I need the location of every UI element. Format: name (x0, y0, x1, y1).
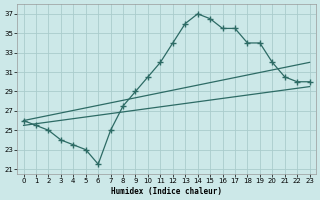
X-axis label: Humidex (Indice chaleur): Humidex (Indice chaleur) (111, 187, 222, 196)
